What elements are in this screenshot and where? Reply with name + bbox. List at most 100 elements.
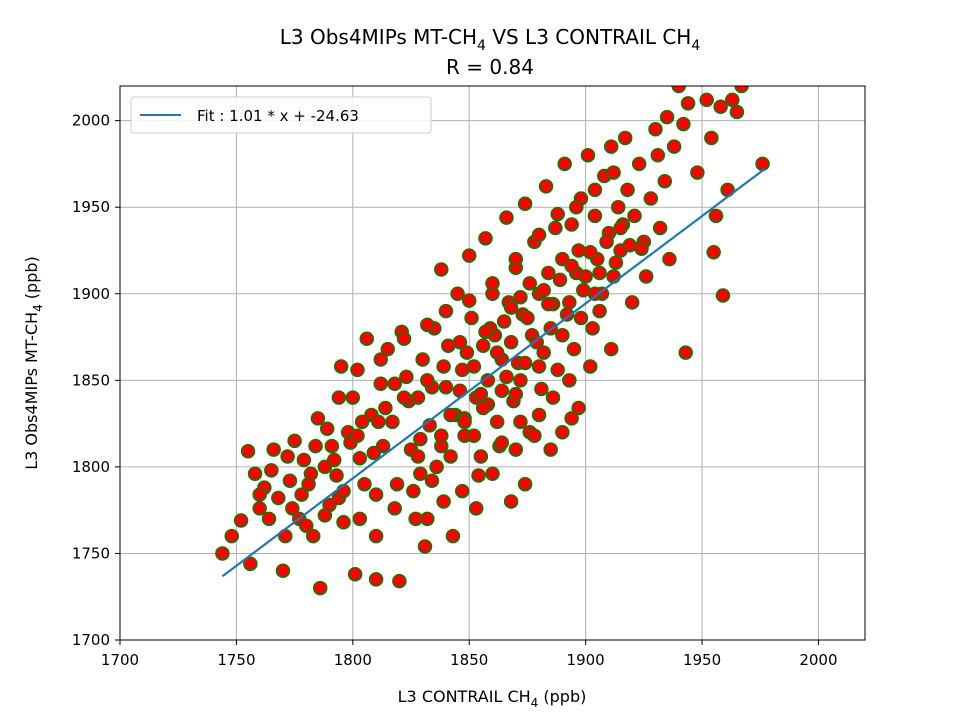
y-tick-label: 1750 (72, 544, 110, 562)
data-point (755, 156, 770, 172)
data-point (499, 369, 514, 385)
data-point (503, 300, 519, 315)
data-point (580, 148, 596, 163)
data-point (627, 208, 642, 224)
data-point (396, 331, 412, 347)
legend-box (130, 96, 432, 134)
data-point (215, 546, 230, 561)
fit-line (221, 167, 766, 578)
data-point (392, 573, 407, 589)
data-point (550, 362, 565, 378)
data-point (380, 341, 395, 357)
chart-title-line1: L3 Obs4MIPs MT-CH4 VS L3 CONTRAIL CH4 (280, 25, 701, 54)
data-point (708, 208, 724, 224)
data-point (319, 421, 335, 437)
data-point (420, 511, 435, 527)
chart-title-part2: VS L3 CONTRAIL CH (486, 25, 691, 49)
data-point (420, 373, 435, 388)
data-point (324, 438, 340, 454)
x-tick-label: 1700 (101, 651, 139, 669)
data-point (678, 345, 693, 360)
data-point (608, 255, 624, 270)
chart-title-sub2: 4 (691, 38, 700, 54)
data-point (552, 272, 568, 288)
data-point (541, 265, 556, 281)
data-point (538, 179, 554, 194)
data-point (371, 414, 386, 430)
data-point (713, 99, 728, 115)
data-point (359, 331, 375, 347)
data-point (438, 303, 454, 319)
data-point (326, 452, 342, 468)
data-point (406, 483, 421, 499)
data-point (659, 109, 675, 125)
data-point (417, 539, 433, 554)
data-point (389, 476, 405, 492)
data-point (527, 428, 542, 443)
data-point (287, 433, 302, 449)
data-point (450, 286, 465, 301)
data-point (715, 288, 731, 303)
data-point (413, 431, 428, 447)
data-point (240, 444, 256, 459)
data-point (603, 341, 619, 357)
data-point (271, 490, 286, 506)
ticks-layer: 1700 1750 1800 1850 1900 1950 2000 1700 1750 1800… (72, 112, 838, 669)
data-point (308, 438, 323, 454)
data-point (508, 442, 524, 457)
data-point (536, 283, 551, 298)
data-point (564, 217, 579, 232)
data-point (541, 296, 556, 312)
data-point (583, 244, 598, 260)
data-point (373, 352, 388, 367)
data-point (592, 265, 607, 281)
data-point (485, 276, 500, 291)
data-point (517, 196, 533, 211)
data-point (350, 428, 365, 443)
data-point (617, 130, 633, 146)
data-point (566, 341, 582, 357)
data-point (366, 445, 382, 461)
data-point (396, 390, 412, 405)
y-tick-label: 2000 (72, 112, 110, 130)
data-point (496, 314, 512, 329)
data-point (247, 466, 263, 482)
data-point (466, 359, 482, 374)
data-point (648, 122, 663, 137)
data-point (368, 572, 384, 587)
data-point (671, 86, 686, 94)
y-tick-label: 1950 (72, 198, 110, 216)
data-point (445, 528, 461, 544)
data-point (464, 310, 479, 326)
data-point (508, 386, 524, 402)
data-point (573, 310, 589, 326)
legend: Fit : 1.01 * x + -24.63 (130, 96, 432, 134)
data-point (294, 487, 309, 502)
data-point (373, 376, 388, 392)
x-tick-label: 1750 (217, 651, 255, 669)
data-point (513, 289, 528, 305)
data-point (420, 317, 435, 333)
data-point (517, 476, 533, 492)
data-point (354, 414, 370, 430)
data-point (436, 359, 451, 374)
data-point (368, 528, 384, 544)
data-point (564, 258, 579, 274)
data-point (473, 386, 489, 402)
data-point (499, 210, 514, 225)
data-point (704, 130, 719, 146)
data-point (569, 199, 584, 215)
data-point (438, 379, 454, 395)
data-point (443, 407, 458, 423)
data-point (413, 466, 428, 482)
data-point (357, 476, 372, 492)
data-point (634, 241, 649, 256)
data-point (385, 414, 400, 430)
data-point (548, 220, 563, 236)
data-point (489, 414, 505, 430)
data-point (331, 390, 347, 405)
data-point (310, 411, 326, 426)
x-axis-label: L3 CONTRAIL CH4 (ppb) (398, 687, 587, 710)
x-tick-label: 1800 (334, 651, 372, 669)
data-point (520, 310, 535, 326)
